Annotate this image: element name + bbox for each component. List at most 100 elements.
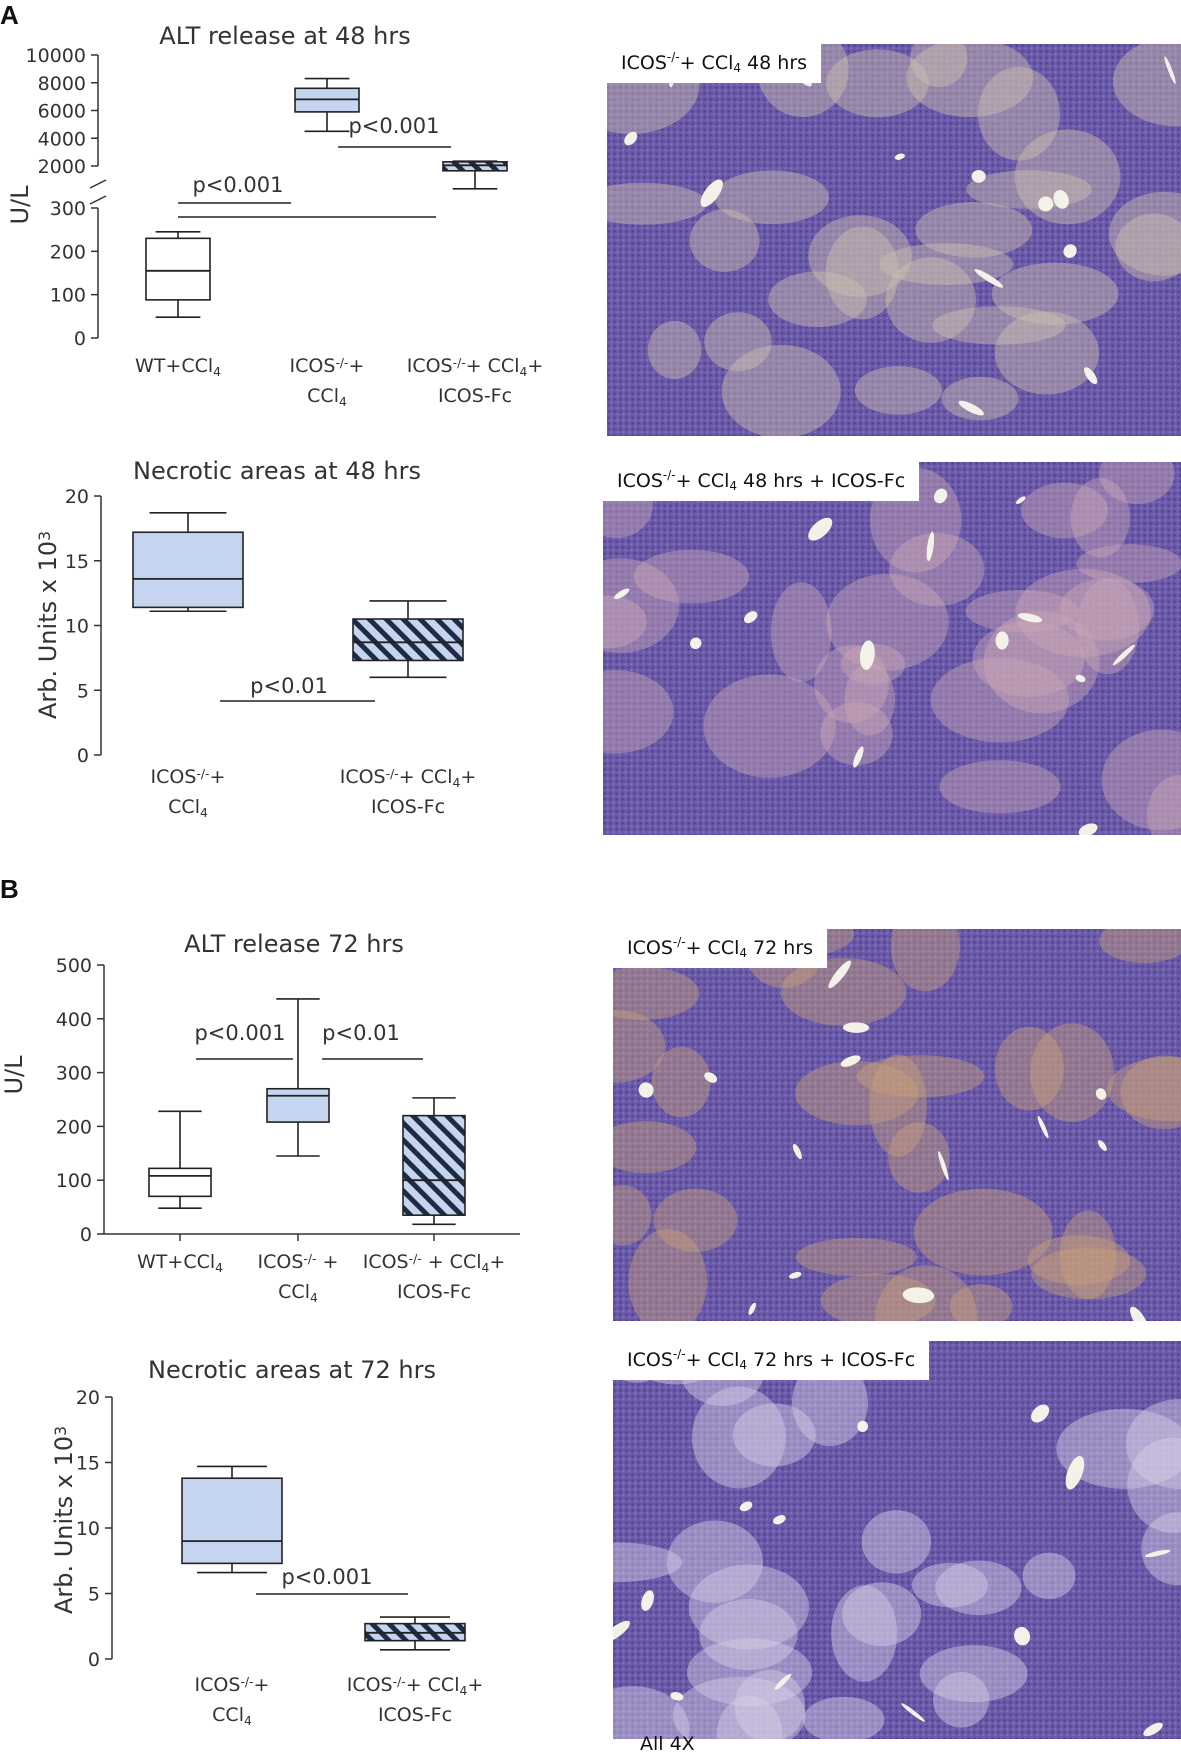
- y-axis-label: Arb. Units x 103: [34, 531, 62, 719]
- necrotic-areas-48h-chart: Necrotic areas at 48 hrs Arb. Units x 103…: [34, 457, 476, 820]
- alt-release-48h-chart: ALT release at 48 hrs U/L 0 100 200 300 2000 40…: [6, 22, 543, 409]
- tissue-vessel: [690, 637, 702, 650]
- tissue-region: [930, 657, 1069, 743]
- tissue-vessel: [739, 1501, 753, 1512]
- tissue-vessel: [859, 640, 875, 670]
- tissue-region: [1106, 1056, 1181, 1122]
- tissue-region: [1141, 1512, 1181, 1586]
- necrotic-areas-72h-chart: Necrotic areas at 72 hrs Arb. Units x 103…: [50, 1356, 483, 1728]
- tissue-region: [869, 1054, 928, 1157]
- tissue-region: [949, 1284, 1013, 1321]
- x-category-label: ICOS-/- +: [258, 1251, 339, 1273]
- tissue-background: [603, 462, 1181, 835]
- tissue-region: [1076, 544, 1181, 584]
- tissue-vessel: [857, 1420, 869, 1433]
- tissue-region: [856, 1055, 985, 1098]
- y-tick-label: 0: [88, 1649, 100, 1671]
- box-plot: [148, 1110, 212, 1209]
- tissue-vessel: [1038, 196, 1054, 212]
- tissue-region: [1108, 191, 1181, 276]
- tissue-region: [983, 610, 1100, 714]
- box-plot: [145, 231, 211, 319]
- y-tick-label: 200: [50, 241, 86, 263]
- tissue-region: [885, 257, 977, 343]
- x-category-label: WT+CCl4: [135, 355, 221, 379]
- tissue-background: [613, 929, 1181, 1321]
- micrograph-label: ICOS-/-+ CCl4 72 hrs: [613, 929, 828, 968]
- x-category-label: ICOS-/-+: [151, 766, 226, 788]
- tissue-region: [888, 1122, 950, 1193]
- tissue-vessel: [1143, 1722, 1163, 1737]
- y-tick-label: 500: [56, 955, 92, 977]
- y-tick-label: 100: [50, 285, 86, 307]
- tissue-region: [703, 674, 836, 778]
- p-value-label: p<0.01: [322, 1021, 400, 1045]
- tissue-region: [603, 595, 647, 649]
- tissue-region: [1022, 1552, 1076, 1599]
- y-tick-label: 20: [65, 486, 89, 508]
- tissue-vessel: [902, 1287, 935, 1304]
- tissue-vessel: [842, 1022, 870, 1033]
- tissue-region: [1059, 1210, 1117, 1300]
- micrograph-label: ICOS-/-+ CCl4 48 hrs + ICOS-Fc: [603, 462, 920, 501]
- tissue-region: [991, 262, 1119, 325]
- x-category-label: CCl4: [212, 1704, 252, 1728]
- tissue-region: [770, 582, 832, 682]
- tissue-vessel: [748, 1302, 756, 1315]
- tissue-vessel: [938, 1151, 949, 1181]
- tissue-region: [628, 1228, 708, 1321]
- tissue-region: [603, 670, 674, 754]
- tissue-region: [699, 1599, 798, 1671]
- tissue-vessel: [700, 179, 723, 207]
- tissue-region: [686, 1638, 813, 1706]
- tissue-region: [1147, 775, 1181, 835]
- tissue-region: [732, 1403, 816, 1467]
- p-value-label: p<0.001: [192, 173, 283, 197]
- tissue-region: [890, 929, 960, 992]
- tissue-region: [672, 1676, 806, 1739]
- chart-title: ALT release at 48 hrs: [159, 22, 410, 50]
- tissue-region: [820, 1273, 936, 1321]
- tissue-region: [1115, 213, 1181, 282]
- tissue-vessel: [1075, 674, 1086, 683]
- y-tick-label: 100: [56, 1170, 92, 1192]
- tissue-vessel: [995, 631, 1009, 650]
- tissue-region: [647, 320, 702, 380]
- tissue-vessel: [774, 1673, 792, 1690]
- iqr-box: [442, 161, 508, 172]
- tissue-vessel: [901, 1703, 926, 1722]
- tissue-region: [768, 271, 868, 328]
- tissue-region: [714, 170, 830, 225]
- y-tick-label: 4000: [38, 128, 86, 150]
- tissue-vessel: [958, 400, 984, 416]
- tissue-region: [716, 1695, 783, 1739]
- y-tick-label: 10000: [26, 45, 86, 67]
- chart-title: ALT release 72 hrs: [184, 930, 404, 958]
- tissue-region: [889, 533, 985, 607]
- tissue-vessel: [704, 1072, 718, 1083]
- tissue-region: [861, 1510, 932, 1574]
- x-category-label: WT+CCl4: [137, 1251, 223, 1275]
- tissue-vessel: [1084, 367, 1098, 385]
- tissue-region: [939, 760, 1061, 814]
- tissue-vessel: [808, 517, 833, 541]
- tissue-region: [1015, 568, 1151, 657]
- x-category-label: CCl4: [307, 385, 347, 409]
- p-value-label: p<0.001: [194, 1021, 285, 1045]
- chart-title: Necrotic areas at 48 hrs: [133, 457, 421, 485]
- tissue-region: [633, 549, 750, 604]
- box-plot: [442, 160, 508, 190]
- tissue-region: [653, 1188, 738, 1252]
- micrograph-72h: ICOS-/-+ CCl4 72 hrs: [613, 929, 1181, 1321]
- tissue-vessel: [773, 1515, 786, 1525]
- tissue-region: [1031, 1247, 1147, 1300]
- tissue-region: [1076, 579, 1140, 675]
- box-plot: [364, 1616, 466, 1651]
- x-category-label: ICOS-/- + CCl4+: [363, 1251, 506, 1275]
- tissue-vessel: [792, 1143, 802, 1160]
- x-category-label: ICOS-Fc: [438, 385, 512, 407]
- tissue-region: [721, 344, 841, 436]
- tissue-region: [1112, 44, 1181, 127]
- tissue-background: [613, 1341, 1181, 1739]
- axis-break-mark: [89, 179, 107, 189]
